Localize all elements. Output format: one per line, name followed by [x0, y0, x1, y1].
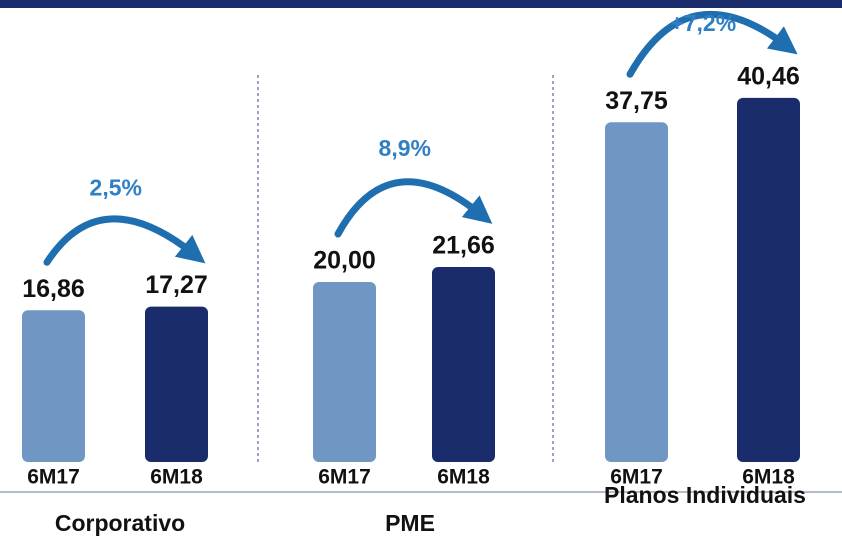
bar — [737, 97, 800, 463]
group-label: PME — [385, 510, 435, 536]
category-label: 6M17 — [610, 466, 663, 489]
bar — [145, 306, 208, 462]
growth-arrow — [334, 178, 493, 238]
category-label: 6M17 — [318, 466, 371, 489]
growth-annotation: 2,5% — [90, 175, 142, 201]
category-label: 6M18 — [437, 466, 490, 489]
value-label: 37,75 — [605, 87, 668, 115]
group-label: Planos Individuais — [604, 482, 806, 508]
growth-arrow — [626, 10, 798, 78]
category-label: 6M18 — [150, 466, 203, 489]
growth-annotation: +7,2% — [670, 10, 736, 36]
value-label: 17,27 — [145, 271, 208, 299]
bar — [605, 122, 668, 462]
value-label: 16,86 — [22, 275, 85, 303]
growth-arrow — [43, 215, 206, 266]
bar — [313, 282, 376, 462]
group-label: Corporativo — [55, 510, 185, 536]
growth-annotation: 8,9% — [379, 135, 431, 161]
bar — [432, 267, 495, 462]
header-strip — [0, 0, 842, 8]
bar — [22, 310, 85, 462]
value-label: 40,46 — [737, 62, 800, 90]
category-label: 6M18 — [742, 466, 795, 489]
value-label: 20,00 — [313, 247, 376, 275]
category-label: 6M17 — [27, 466, 80, 489]
value-label: 21,66 — [432, 232, 495, 260]
